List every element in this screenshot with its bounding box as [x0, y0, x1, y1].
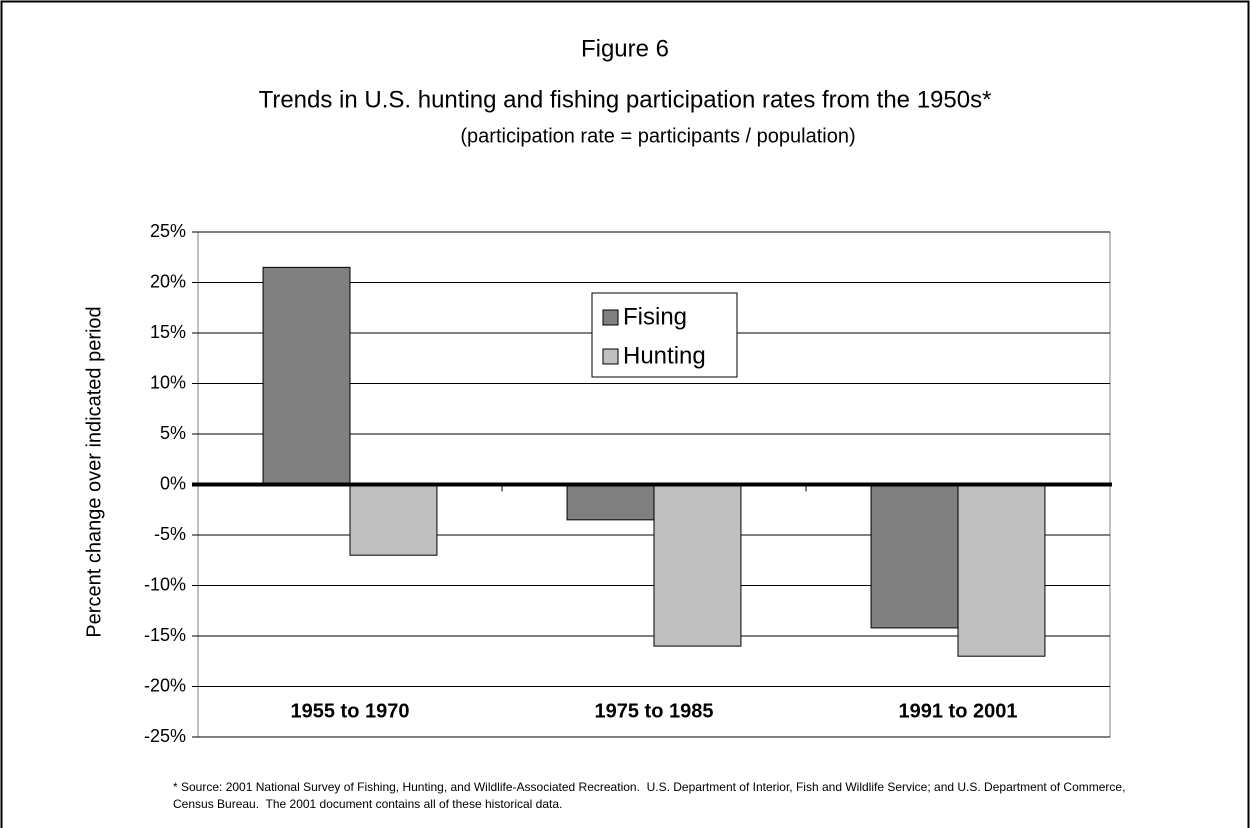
y-tick-label: -10%	[144, 574, 186, 594]
bar	[653, 484, 742, 647]
y-tick-label: 0%	[160, 473, 186, 493]
source-note: * Source: 2001 National Survey of Fishin…	[173, 780, 1129, 811]
y-tick-label: -25%	[144, 726, 186, 746]
legend-swatch	[602, 348, 619, 365]
y-tick-label: 5%	[160, 423, 186, 443]
chart-subtitle-note: (participation rate = participants / pop…	[460, 125, 855, 147]
y-tick-label: -5%	[154, 524, 186, 544]
y-tick-label: 20%	[150, 271, 186, 291]
legend-swatch	[602, 309, 619, 326]
y-axis-label: Percent change over indicated period	[83, 306, 105, 637]
y-tick-label: 25%	[150, 221, 186, 241]
y-tick-label: 15%	[150, 322, 186, 342]
chart-title: Figure 6	[581, 35, 669, 62]
x-tick-label: 1991 to 2001	[899, 700, 1018, 722]
legend-label: Hunting	[623, 342, 706, 369]
chart-subtitle: Trends in U.S. hunting and fishing parti…	[259, 86, 992, 113]
bar	[957, 484, 1046, 657]
bar	[349, 484, 438, 556]
bar	[870, 484, 959, 629]
bar	[262, 266, 351, 485]
bar	[566, 484, 655, 521]
y-tick-label: -20%	[144, 675, 186, 695]
legend-label: Fising	[623, 303, 687, 330]
x-tick-label: 1955 to 1970	[291, 700, 410, 722]
y-tick-label: -15%	[144, 625, 186, 645]
x-tick-label: 1975 to 1985	[595, 700, 714, 722]
y-tick-label: 10%	[150, 372, 186, 392]
